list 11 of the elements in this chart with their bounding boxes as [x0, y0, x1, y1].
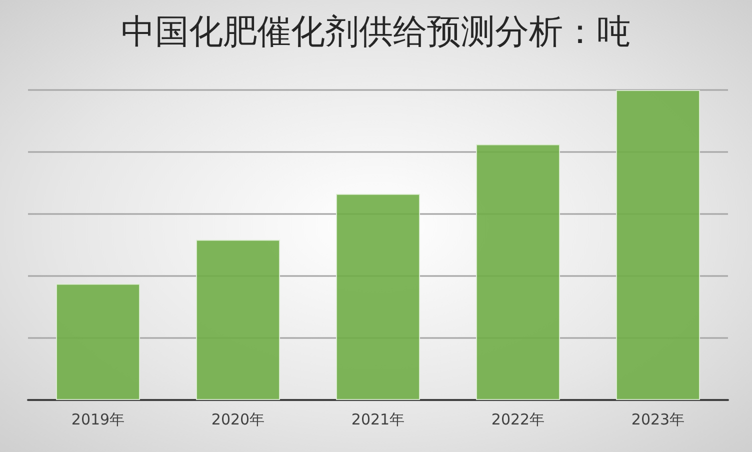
x-tick-label: 2023年: [631, 410, 685, 428]
bar: [196, 240, 280, 400]
x-tick-label: 2020年: [211, 410, 265, 428]
bar: [616, 90, 700, 400]
x-tick-label: 2021年: [351, 410, 405, 428]
bar: [476, 144, 560, 400]
bar: [56, 284, 140, 400]
bar: [336, 194, 420, 400]
x-tick-label: 2022年: [491, 410, 545, 428]
x-tick-label: 2019年: [71, 410, 125, 428]
chart-title: 中国化肥催化剂供给预测分析：吨: [121, 12, 631, 52]
